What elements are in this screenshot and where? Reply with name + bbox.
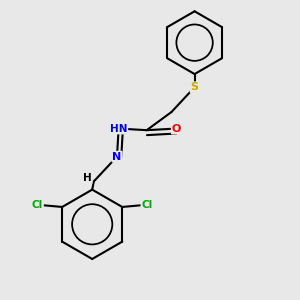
Text: HN: HN (110, 124, 128, 134)
Text: Cl: Cl (141, 200, 153, 210)
Text: O: O (172, 124, 181, 134)
Text: Cl: Cl (32, 200, 43, 210)
Text: H: H (83, 173, 92, 183)
Text: S: S (190, 82, 199, 92)
Text: N: N (112, 152, 122, 162)
